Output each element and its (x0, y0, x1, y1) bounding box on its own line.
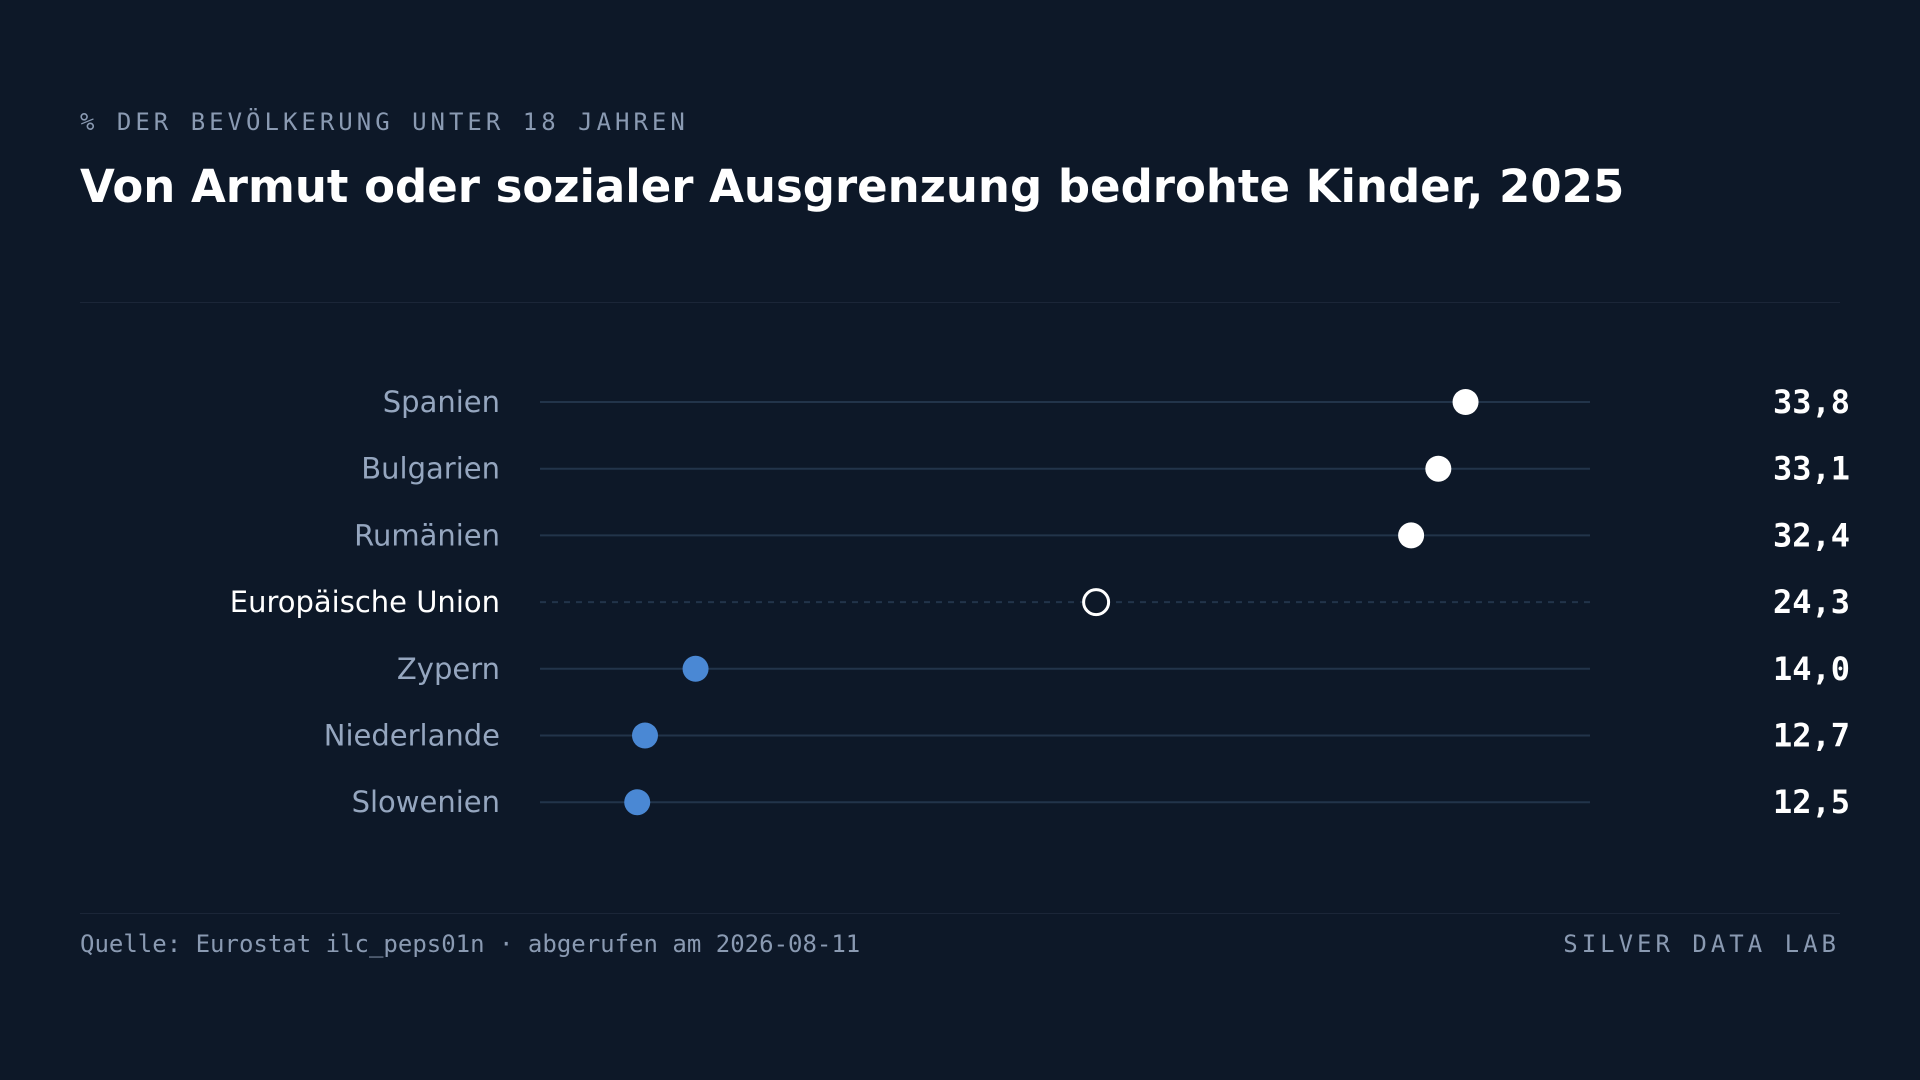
value-label: 33,1 (1773, 450, 1850, 488)
category-label: Zypern (397, 652, 500, 686)
value-label: 12,5 (1773, 783, 1850, 821)
header-divider (80, 302, 1840, 303)
data-point (1452, 389, 1479, 415)
data-point (1425, 455, 1452, 482)
brand-label: SILVER DATA LAB (1563, 930, 1840, 958)
value-label: 14,0 (1773, 650, 1850, 688)
chart-kicker: % DER BEVÖLKERUNG UNTER 18 JAHREN (80, 108, 689, 136)
source-note: Quelle: Eurostat ilc_peps01n · abgerufen… (80, 930, 861, 958)
category-label: Europäische Union (230, 585, 500, 619)
chart-title: Von Armut oder sozialer Ausgrenzung bedr… (80, 160, 1625, 213)
category-label: Niederlande (324, 719, 500, 753)
category-label: Spanien (383, 385, 500, 419)
reference-marker (1082, 588, 1111, 617)
data-point (624, 789, 651, 816)
data-point (1398, 522, 1425, 549)
data-point (682, 655, 709, 682)
category-label: Bulgarien (361, 452, 500, 486)
value-label: 12,7 (1773, 717, 1850, 755)
value-label: 24,3 (1773, 583, 1850, 621)
value-label: 32,4 (1773, 516, 1850, 554)
footer-divider (80, 913, 1840, 914)
category-label: Slowenien (352, 785, 500, 819)
category-label: Rumänien (354, 518, 500, 552)
value-label: 33,8 (1773, 383, 1850, 421)
data-point (632, 722, 658, 749)
